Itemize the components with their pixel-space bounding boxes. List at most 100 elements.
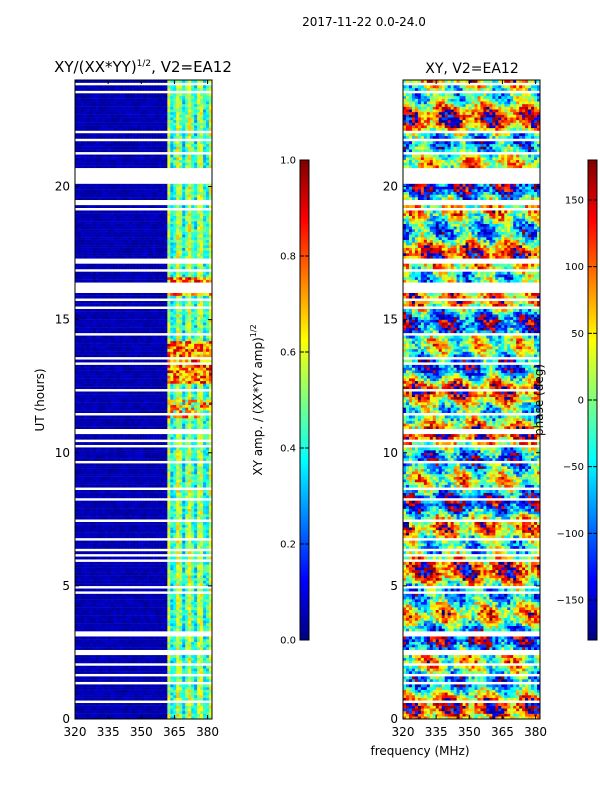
amplitude-heatmap-cell xyxy=(161,660,165,664)
amplitude-heatmap-cell xyxy=(92,455,97,459)
amplitude-heatmap-cell xyxy=(80,500,85,504)
amplitude-heatmap-cell xyxy=(92,657,97,661)
amplitude-heatmap-cell xyxy=(194,657,198,661)
amplitude-heatmap-cell xyxy=(176,410,180,414)
amplitude-heatmap-cell xyxy=(179,367,183,371)
amplitude-heatmap-cell xyxy=(209,452,213,456)
amplitude-heatmap-cell xyxy=(182,426,186,429)
amplitude-heatmap-cell xyxy=(86,367,91,371)
amplitude-heatmap-cell xyxy=(107,524,112,528)
amplitude-heatmap-cell xyxy=(167,668,171,672)
amplitude-heatmap-cell xyxy=(131,420,135,424)
amplitude-heatmap-cell xyxy=(89,415,94,419)
amplitude-heatmap-cell xyxy=(146,615,150,619)
amplitude-heatmap-cell xyxy=(143,692,147,696)
amplitude-heatmap-cell xyxy=(104,516,109,520)
amplitude-heatmap-cell xyxy=(104,575,109,579)
amplitude-heatmap-cell xyxy=(134,569,138,573)
amplitude-heatmap-cell xyxy=(140,572,144,576)
amplitude-heatmap-cell xyxy=(200,556,204,560)
amplitude-heatmap-cell xyxy=(92,655,97,658)
amplitude-heatmap-cell xyxy=(77,556,82,560)
amplitude-heatmap-cell xyxy=(110,607,115,611)
amplitude-heatmap-cell xyxy=(200,415,204,419)
amplitude-heatmap-cell xyxy=(116,676,121,680)
amplitude-heatmap-cell xyxy=(182,529,186,533)
amplitude-heatmap-cell xyxy=(140,378,144,382)
amplitude-heatmap-cell xyxy=(89,535,94,539)
amplitude-heatmap-cell xyxy=(194,540,198,544)
amplitude-heatmap-cell xyxy=(152,476,156,480)
amplitude-heatmap-cell xyxy=(140,402,144,406)
amplitude-heatmap-cell xyxy=(137,604,141,608)
amplitude-heatmap-cell xyxy=(191,442,195,445)
amplitude-heatmap-cell xyxy=(104,471,109,475)
amplitude-heatmap-cell xyxy=(83,450,88,453)
amplitude-heatmap-cell xyxy=(86,372,91,376)
amplitude-heatmap-cell xyxy=(137,463,141,467)
amplitude-heatmap-cell xyxy=(191,564,195,568)
amplitude-heatmap-cell xyxy=(185,535,189,539)
amplitude-heatmap-cell xyxy=(167,601,171,605)
amplitude-heatmap-cell xyxy=(155,492,159,496)
amplitude-heatmap-cell xyxy=(197,503,201,507)
amplitude-heatmap-cell xyxy=(140,575,144,579)
amplitude-heatmap-cell xyxy=(203,604,207,608)
amplitude-heatmap-cell xyxy=(80,364,85,368)
amplitude-heatmap-cell xyxy=(176,423,180,427)
amplitude-heatmap-cell xyxy=(119,410,124,414)
amplitude-heatmap-cell xyxy=(95,380,100,384)
amplitude-heatmap-cell xyxy=(194,420,198,424)
amplitude-heatmap-cell xyxy=(75,410,79,414)
amplitude-heatmap-cell xyxy=(203,644,207,648)
amplitude-heatmap-cell xyxy=(176,495,180,499)
amplitude-heatmap-cell xyxy=(122,556,127,560)
amplitude-heatmap-cell xyxy=(203,593,207,597)
amplitude-heatmap-cell xyxy=(179,436,183,440)
amplitude-heatmap-cell xyxy=(131,588,135,592)
amplitude-heatmap-cell xyxy=(119,527,124,531)
amplitude-heatmap-cell xyxy=(158,644,162,648)
amplitude-heatmap-cell xyxy=(131,516,135,520)
amplitude-heatmap-cell xyxy=(173,689,177,693)
amplitude-heatmap-cell xyxy=(197,705,201,709)
amplitude-heatmap-cell xyxy=(107,612,112,616)
amplitude-heatmap-cell xyxy=(161,447,165,451)
amplitude-heatmap-cell xyxy=(125,463,130,467)
amplitude-heatmap-cell xyxy=(197,583,201,587)
amplitude-heatmap-cell xyxy=(131,399,135,403)
amplitude-heatmap-cell xyxy=(95,628,100,632)
amplitude-heatmap-cell xyxy=(206,569,210,573)
amplitude-heatmap-cell xyxy=(83,423,88,427)
amplitude-heatmap-cell xyxy=(137,474,141,477)
amplitude-heatmap-cell xyxy=(125,607,130,611)
amplitude-heatmap-cell xyxy=(137,434,141,437)
amplitude-heatmap-cell xyxy=(185,383,189,387)
amplitude-heatmap-cell xyxy=(209,455,213,459)
amplitude-heatmap-cell xyxy=(206,516,210,520)
amplitude-heatmap-cell xyxy=(143,604,147,608)
amplitude-heatmap-cell xyxy=(104,418,109,421)
amplitude-heatmap-cell xyxy=(75,399,79,403)
amplitude-heatmap-cell xyxy=(179,695,183,698)
amplitude-heatmap-cell xyxy=(197,521,201,525)
amplitude-heatmap-cell xyxy=(161,689,165,693)
amplitude-heatmap-cell xyxy=(83,500,88,504)
amplitude-heatmap-cell xyxy=(86,410,91,414)
amplitude-heatmap-cell xyxy=(119,426,124,429)
amplitude-heatmap-cell xyxy=(200,660,204,664)
amplitude-heatmap-cell xyxy=(98,495,103,499)
amplitude-heatmap-cell xyxy=(161,524,165,528)
amplitude-heatmap-cell xyxy=(80,375,85,379)
amplitude-heatmap-cell xyxy=(185,687,189,690)
amplitude-heatmap-cell xyxy=(128,596,132,600)
amplitude-heatmap-cell xyxy=(203,410,207,414)
amplitude-heatmap-cell xyxy=(119,516,124,520)
amplitude-heatmap-cell xyxy=(122,684,127,688)
amplitude-heatmap-cell xyxy=(110,364,115,368)
amplitude-heatmap-cell xyxy=(191,716,195,720)
amplitude-heatmap-cell xyxy=(110,556,115,560)
amplitude-heatmap-cell xyxy=(191,647,195,650)
amplitude-heatmap-cell xyxy=(209,535,213,539)
amplitude-heatmap-cell xyxy=(113,687,118,690)
